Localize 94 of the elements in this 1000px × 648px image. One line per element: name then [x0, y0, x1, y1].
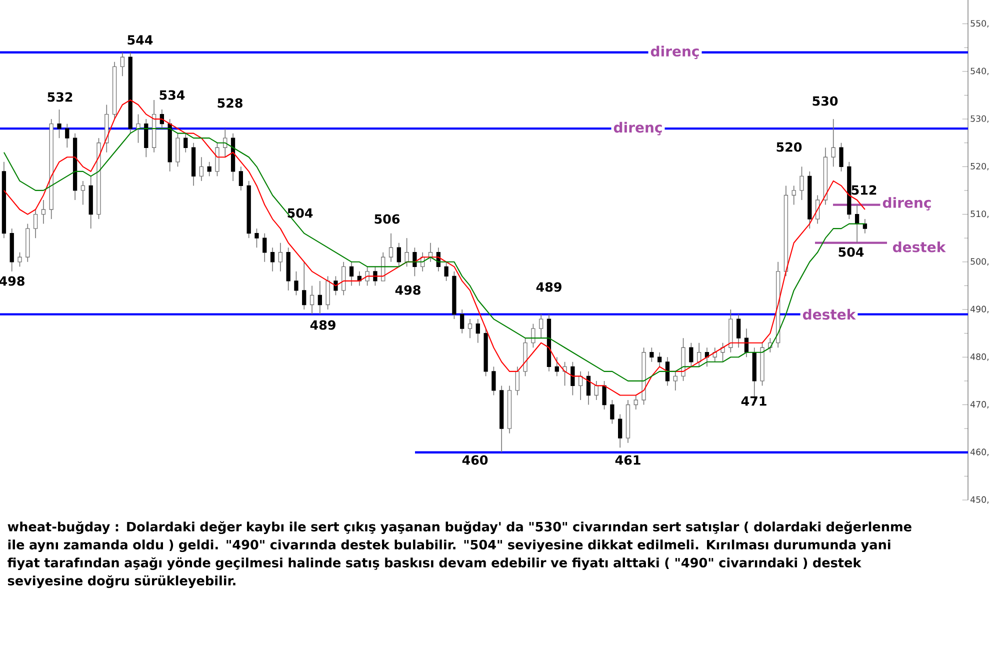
candlestick	[215, 142, 220, 177]
annotation: 471	[741, 396, 766, 406]
y-tick-label: 480,	[970, 353, 988, 361]
annotation: 460	[462, 455, 488, 465]
y-tick-label: 490,	[970, 306, 988, 314]
annotation: 489	[310, 320, 336, 330]
candlestick	[404, 238, 409, 268]
candlestick	[41, 200, 46, 224]
candlestick	[33, 209, 38, 238]
candlestick	[468, 318, 472, 338]
candlestick	[650, 347, 654, 362]
candlestick	[199, 156, 204, 182]
candlestick	[831, 118, 836, 168]
candlestick	[349, 262, 354, 286]
candlestick	[396, 242, 401, 268]
candlestick	[184, 132, 188, 153]
candlestick	[610, 400, 614, 424]
candlestick	[18, 252, 22, 268]
candlestick	[618, 414, 622, 448]
candlestick	[800, 166, 804, 200]
y-tick-label: 500,	[970, 258, 988, 266]
candlestick	[326, 276, 330, 310]
annotation: 532	[48, 92, 72, 102]
candlestick	[373, 266, 378, 286]
candlestick	[342, 262, 346, 296]
candlestick	[736, 314, 741, 348]
candlestick	[476, 318, 480, 344]
annotation: 489	[536, 282, 562, 292]
candlestick	[554, 356, 559, 377]
candlestick	[444, 262, 448, 282]
candlestick	[278, 242, 282, 272]
y-tick-label: 550,	[970, 20, 988, 28]
candlestick	[144, 118, 148, 158]
y-tick-label: 470,	[970, 401, 988, 408]
annotation: 506	[374, 214, 400, 224]
ref-line-label: direnç	[650, 46, 699, 60]
candlestick	[294, 271, 298, 296]
annotation: 504	[838, 247, 864, 257]
candlestick	[594, 380, 598, 400]
annotation: 530	[812, 96, 838, 106]
annotation: 520	[776, 142, 802, 152]
candlestick	[539, 314, 544, 338]
candlestick	[792, 185, 796, 206]
candlestick	[412, 247, 417, 277]
annotation: 498	[395, 285, 420, 295]
candlestick	[310, 285, 314, 315]
y-tick-label: 460,	[970, 448, 988, 456]
text: wheat-buğday : Dolardaki değer kaybı ile sert çıkış yaşanan buğday' da "530" civarından sert satışlar ( dolardaki değerlenme ile aynı zamanda oldu ) geldi. "490" civarında destek bulabilir. "504" seviyesine dikkat edilmeli. Kırılması durumunda yani fiyat tarafından aşağı yönde geçilmesi halinde satış baskısı devam edebilir ve fiyatı alttaki ( "490" civarındaki ) destek seviyesine doğru sürükleyebilir.	[8, 521, 912, 588]
candlestick	[318, 280, 322, 315]
candlestick	[57, 109, 62, 138]
annotation: 528	[218, 98, 242, 108]
annotation: 512	[852, 185, 876, 195]
candlestick	[136, 114, 140, 144]
candlestick	[80, 180, 86, 206]
candlestick	[689, 342, 694, 368]
candlestick	[854, 204, 860, 244]
candlestick	[262, 232, 267, 262]
ref-line-label: destek	[802, 308, 856, 320]
candlestick	[658, 352, 662, 368]
annotation: 534	[160, 90, 185, 100]
candlestick	[665, 356, 670, 386]
candlestick	[586, 371, 591, 406]
candlestick	[570, 362, 575, 396]
ref-line-label: direnç	[882, 197, 931, 210]
ref-line-label: destek	[892, 241, 946, 252]
ref-line-label: direnç	[614, 122, 662, 136]
candlestick	[634, 394, 638, 410]
y-tick-label: 540,	[970, 68, 988, 76]
candlestick	[460, 309, 464, 334]
candlestick	[697, 342, 702, 368]
candlestick	[673, 371, 678, 391]
candlestick	[365, 266, 370, 286]
y-tick-label: 530,	[970, 115, 988, 123]
candlestick	[176, 132, 180, 168]
y-tick-label: 510,	[970, 210, 988, 218]
candlestick	[492, 366, 496, 396]
candlestick	[388, 232, 394, 262]
candlestick	[238, 166, 243, 191]
candlestick	[515, 366, 520, 396]
annotation: 461	[615, 455, 640, 465]
candlestick	[531, 323, 536, 348]
y-tick-label: 450,	[970, 496, 988, 504]
candlestick	[120, 52, 125, 77]
candlestick	[839, 142, 844, 172]
candlestick	[602, 380, 606, 410]
candlestick	[302, 262, 306, 310]
y-tick-label: 520,	[970, 162, 988, 170]
candlestick	[65, 123, 70, 148]
candlestick	[254, 228, 259, 248]
annotation: 504	[288, 208, 313, 218]
annotation: 544	[128, 35, 153, 45]
candlestick	[207, 162, 212, 177]
candlestick	[270, 247, 275, 272]
candlestick	[862, 218, 868, 234]
